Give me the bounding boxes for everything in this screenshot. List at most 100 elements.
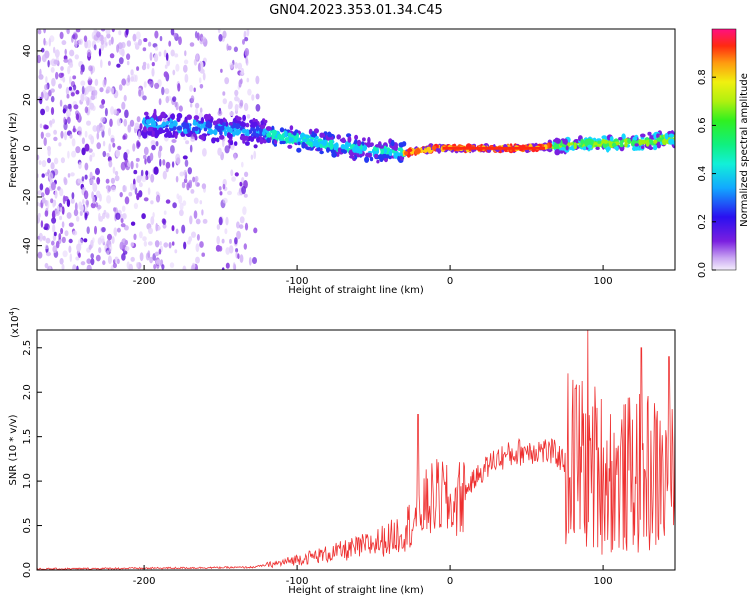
noise-dot (37, 29, 42, 35)
noise-dot (158, 98, 162, 106)
noise-dot (116, 44, 120, 53)
noise-dot (242, 39, 245, 45)
spectrogram-y-tick-label: 0 (22, 145, 33, 151)
noise-dot (143, 38, 148, 42)
noise-dot (163, 242, 169, 248)
noise-dot (45, 132, 51, 138)
ridge-dot (340, 148, 346, 153)
ridge-dot (640, 133, 646, 138)
noise-dot (61, 206, 65, 215)
noise-dot (199, 241, 204, 248)
noise-dot (102, 78, 107, 88)
noise-dot (154, 46, 159, 51)
noise-dot (113, 227, 118, 237)
noise-dot (189, 144, 193, 153)
ridge-dot (167, 131, 173, 138)
ridge-dot (176, 126, 183, 131)
noise-dot (63, 104, 68, 112)
noise-dot (154, 240, 160, 248)
noise-dot (134, 122, 140, 130)
noise-dot (240, 67, 245, 76)
noise-dot (96, 142, 101, 150)
ridge-dot (277, 133, 282, 140)
noise-dot (65, 86, 70, 96)
ridge-dot (331, 151, 337, 158)
noise-dot (84, 205, 88, 215)
noise-dot (72, 125, 76, 133)
noise-dot (86, 39, 92, 49)
noise-dot (59, 188, 64, 197)
noise-dot (90, 94, 96, 101)
ridge-dot (645, 140, 650, 147)
noise-dot (74, 41, 78, 48)
noise-dot (190, 95, 195, 103)
ridge-dot (555, 138, 561, 144)
ridge-dot (141, 132, 147, 137)
noise-dot (106, 152, 110, 157)
ridge-dot (152, 127, 158, 131)
snr-y-tick-label: 2.0 (22, 384, 33, 400)
ridge-dot (279, 127, 285, 133)
noise-dot (171, 225, 175, 232)
noise-dot (244, 222, 249, 231)
noise-dot (50, 181, 56, 191)
noise-dot (233, 46, 238, 53)
noise-dot (154, 251, 160, 257)
ridge-dot (347, 136, 352, 143)
noise-dot (89, 171, 93, 180)
noise-dot (90, 202, 96, 209)
noise-dot (81, 147, 86, 156)
noise-dot (120, 161, 126, 171)
noise-dot (179, 171, 185, 177)
noise-dot (89, 178, 94, 185)
ridge-dot (314, 136, 319, 140)
ridge-dot (675, 132, 681, 137)
noise-dot (53, 199, 57, 207)
noise-dot (142, 95, 147, 101)
ridge-dot (390, 139, 395, 147)
noise-dot (143, 197, 149, 202)
noise-dot (61, 236, 66, 244)
noise-dot (143, 146, 149, 156)
noise-dot (113, 108, 118, 115)
noise-dot (170, 145, 175, 154)
noise-dot (195, 218, 201, 225)
noise-dot (234, 89, 239, 97)
ridge-dot (256, 136, 260, 143)
ridge-dot (227, 132, 231, 138)
noise-dot (186, 182, 190, 191)
noise-dot (127, 161, 132, 167)
ridge-dot (384, 157, 388, 163)
ridge-dot (284, 137, 291, 142)
noise-dot (231, 176, 237, 182)
ridge-dot (388, 150, 393, 157)
ridge-dot (634, 144, 640, 151)
ridge-dot (219, 134, 225, 140)
noise-dot (38, 232, 43, 242)
ridge-dot (615, 146, 619, 152)
noise-dot (106, 33, 111, 39)
snr-y-axis-label: SNR (10 * v/v) (8, 414, 19, 485)
noise-dot (118, 57, 124, 65)
ridge-dot (224, 129, 228, 137)
noise-dot (86, 120, 91, 126)
noise-dot (153, 53, 159, 62)
snr-scale-prefix: (x10 (10, 315, 21, 338)
snr-y-tick-label: 0.5 (22, 518, 33, 534)
noise-dot (37, 251, 43, 259)
noise-dot (123, 151, 128, 161)
noise-dot (174, 53, 179, 58)
noise-dot (86, 200, 89, 208)
noise-dot (153, 166, 159, 175)
noise-dot (253, 150, 257, 160)
noise-dot (189, 215, 193, 225)
noise-dot (105, 41, 108, 46)
noise-dot (104, 107, 108, 117)
noise-dot (244, 47, 250, 57)
noise-dot (46, 200, 50, 210)
ridge-dot (407, 148, 413, 153)
noise-dot (69, 62, 74, 68)
ridge-dot (668, 138, 673, 145)
noise-dot (183, 59, 189, 65)
noise-dot (168, 40, 172, 47)
